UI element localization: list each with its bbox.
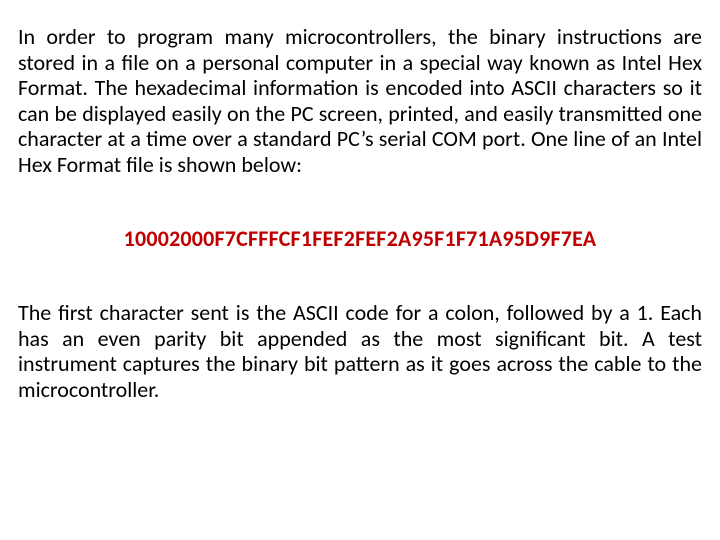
intel-hex-line: 10002000F7CFFFCF1FEF2FEF2A95F1F71A95D9F7… [18, 225, 702, 252]
slide-page: In order to program many microcontroller… [0, 0, 720, 540]
paragraph-explain: The first character sent is the ASCII co… [18, 300, 702, 402]
paragraph-intro: In order to program many microcontroller… [18, 24, 702, 177]
